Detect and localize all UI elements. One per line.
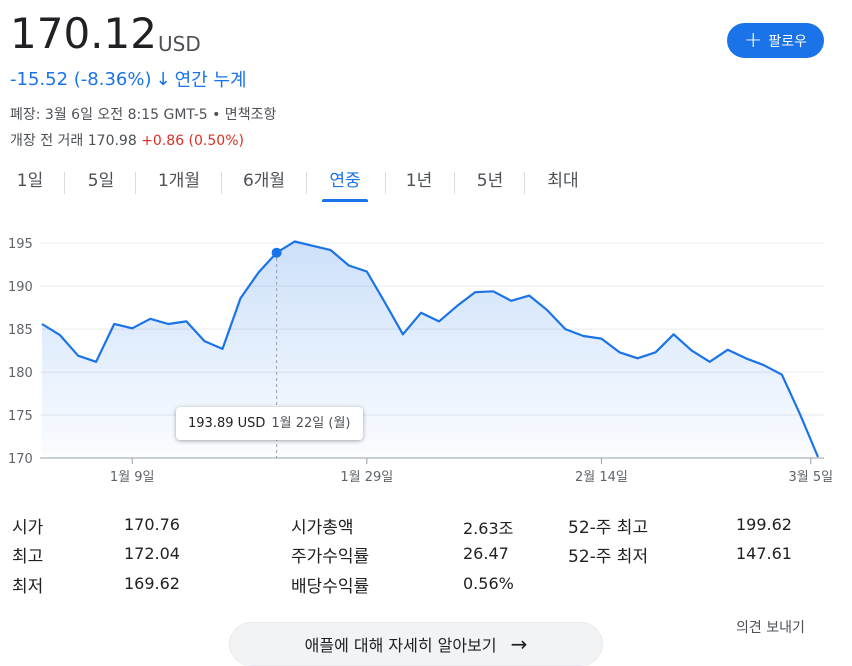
stock-price: 170.12: [10, 9, 157, 58]
follow-button[interactable]: + 팔로우: [727, 23, 824, 58]
follow-label: 팔로우: [768, 33, 808, 50]
price-area-fill: [42, 241, 818, 458]
change-period-label: 연간 누계: [174, 70, 247, 91]
stat-value-52w-high: 199.62: [736, 515, 792, 534]
stat-label-dividend-yield: 배당수익률: [291, 577, 370, 597]
stat-label-pe-ratio: 주가수익률: [291, 547, 370, 567]
price-chart[interactable]: 195 190 185 180 175 170 1월 9일 1월 29일 2월 14일 3월 5…: [0, 226, 852, 496]
tab-divider: [221, 172, 222, 194]
tab-divider: [524, 172, 525, 194]
x-axis-ticks: 1월 9일 1월 29일 2월 14일 3월 5일: [110, 458, 833, 485]
stat-label-low: 최저: [12, 577, 44, 597]
tab-divider: [306, 172, 307, 194]
arrow-down-icon: ↓: [155, 68, 171, 90]
y-tick-label: 185: [8, 323, 33, 338]
tab-5y[interactable]: 5년: [476, 171, 504, 191]
tab-divider: [385, 172, 386, 194]
market-closed-note: 폐장: 3월 6일 오전 8:15 GMT-5 • 면책조항: [10, 107, 277, 123]
stat-value-dividend-yield: 0.56%: [463, 574, 514, 593]
learn-more-button[interactable]: 애플에 대해 자세히 알아보기 →: [229, 622, 603, 666]
y-tick-label: 175: [8, 409, 33, 424]
stat-label-market-cap: 시가총액: [291, 518, 354, 538]
tab-1m[interactable]: 1개월: [157, 171, 201, 191]
stat-label-52w-low: 52-주 최저: [568, 547, 649, 567]
price-line: [41, 240, 820, 458]
x-tick-label: 1월 29일: [340, 470, 393, 485]
stat-value-open: 170.76: [124, 515, 180, 534]
stat-value-low: 169.62: [124, 574, 180, 593]
tooltip-price: 193.89 USD: [188, 416, 266, 431]
tab-1d[interactable]: 1일: [16, 171, 44, 191]
y-axis-ticks: 195 190 185 180 175 170: [8, 237, 33, 467]
change-value: -15.52 (-8.36%): [10, 68, 152, 90]
stat-value-pe-ratio: 26.47: [463, 544, 509, 563]
y-tick-label: 190: [8, 280, 33, 295]
learn-more-label: 애플에 대해 자세히 알아보기: [304, 636, 497, 655]
price-change: -15.52 (-8.36%) ↓ 연간 누계: [10, 66, 247, 92]
premarket-change: +0.86 (0.50%): [141, 133, 244, 149]
tab-ytd[interactable]: 연중: [322, 166, 368, 202]
plus-icon: +: [743, 27, 763, 53]
stat-label-52w-high: 52-주 최고: [568, 518, 649, 538]
x-tick-label: 2월 14일: [575, 470, 628, 485]
tab-5d[interactable]: 5일: [87, 171, 115, 191]
feedback-link[interactable]: 의견 보내기: [736, 620, 805, 636]
currency-code: USD: [158, 32, 201, 56]
premarket-info: 개장 전 거래 170.98 +0.86 (0.50%): [10, 130, 244, 150]
stat-label-open: 시가: [12, 518, 44, 538]
tab-divider: [135, 172, 136, 194]
y-tick-label: 170: [8, 452, 33, 467]
x-tick-label: 1월 9일: [110, 470, 155, 485]
y-tick-label: 195: [8, 237, 33, 252]
premarket-label: 개장 전 거래 170.98: [10, 133, 137, 149]
hover-point: [271, 247, 282, 258]
stat-value-high: 172.04: [124, 544, 180, 563]
x-tick-label: 3월 5일: [788, 470, 833, 485]
tab-divider: [64, 172, 65, 194]
y-tick-label: 180: [8, 366, 33, 381]
stat-value-market-cap: 2.63조: [463, 519, 514, 538]
tab-max[interactable]: 최대: [547, 171, 579, 191]
arrow-right-icon: →: [510, 632, 528, 656]
tab-1y[interactable]: 1년: [405, 171, 433, 191]
stat-label-high: 최고: [12, 547, 44, 567]
tab-6m[interactable]: 6개월: [242, 171, 286, 191]
chart-tooltip: 193.89 USD 1월 22일 (월): [176, 407, 363, 440]
tooltip-date: 1월 22일 (월): [271, 416, 351, 431]
stat-value-52w-low: 147.61: [736, 544, 792, 563]
tab-divider: [454, 172, 455, 194]
